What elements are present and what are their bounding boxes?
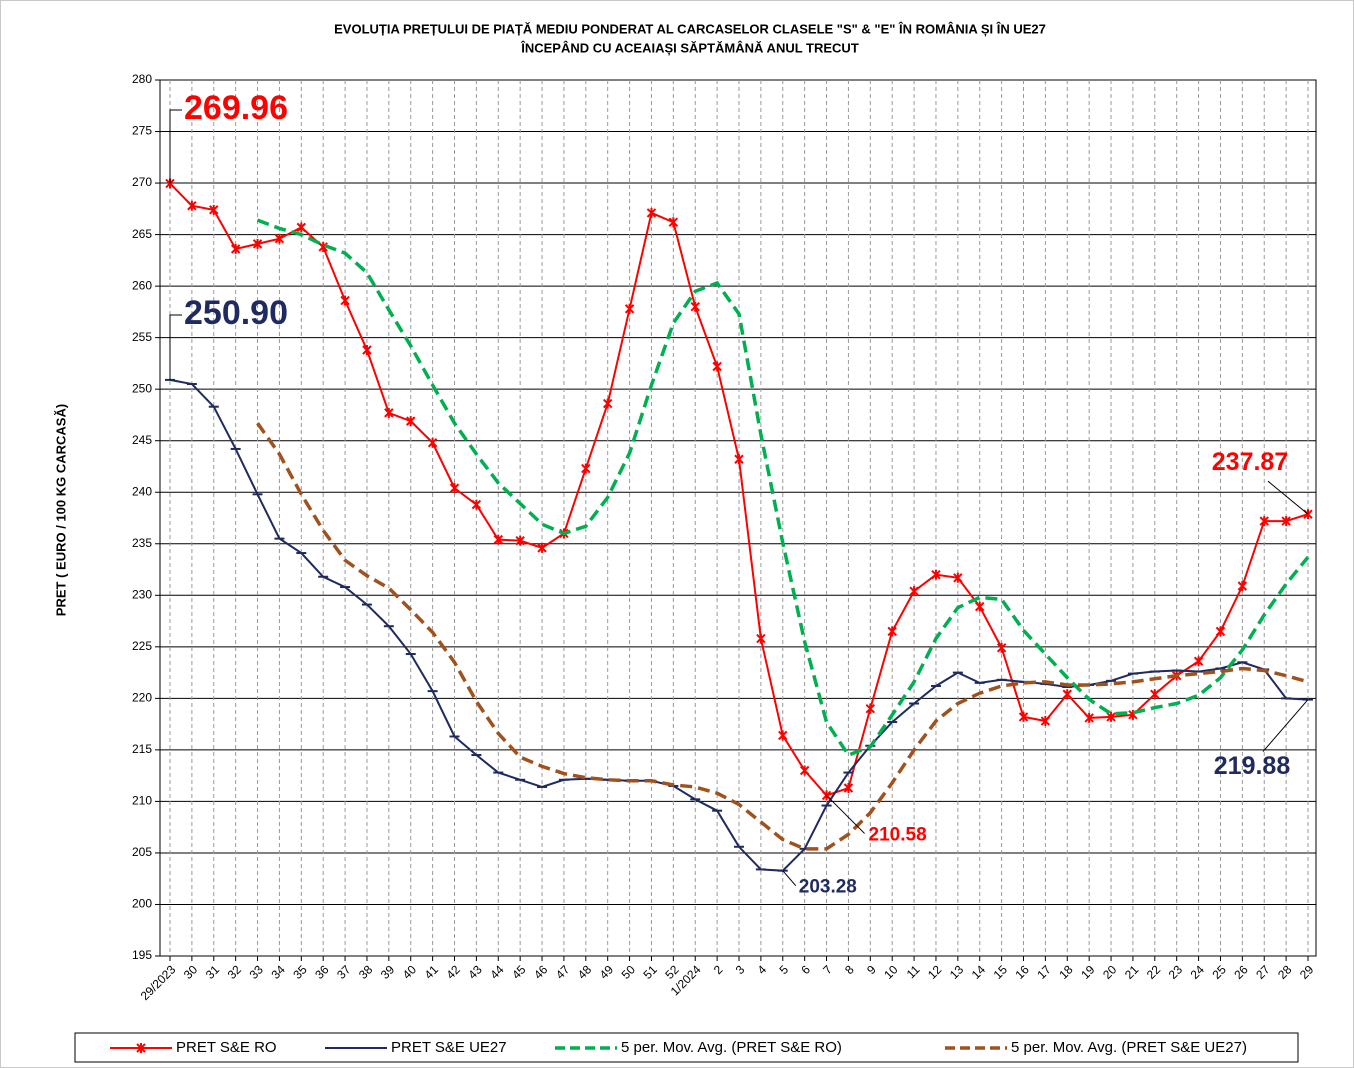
y-tick-label: 225 <box>132 639 152 653</box>
data-point <box>887 626 897 637</box>
label-leader <box>169 314 182 380</box>
data-point <box>1215 626 1226 637</box>
data-point <box>406 416 416 427</box>
y-tick-label: 275 <box>132 124 152 138</box>
chart-subtitle: ÎNCEPÂND CU ACEAIAȘI SĂPTĂMÂNĂ ANUL TREC… <box>520 40 859 55</box>
legend-marker <box>136 1043 146 1053</box>
data-point <box>909 586 919 597</box>
data-point <box>975 601 985 612</box>
data-point <box>1106 711 1116 722</box>
data-point <box>1193 656 1204 667</box>
legend-label: 5 per. Mov. Avg. (PRET S&E RO) <box>621 1039 842 1056</box>
data-point <box>690 301 700 312</box>
y-tick-label: 215 <box>132 742 152 756</box>
data-point <box>449 483 460 494</box>
data-point <box>1150 689 1160 700</box>
series-line <box>256 422 1309 851</box>
y-tick-label: 205 <box>132 845 152 859</box>
data-point <box>1040 716 1051 727</box>
data-point <box>624 303 635 314</box>
plot-area <box>159 79 1317 957</box>
data-point <box>1062 689 1072 700</box>
data-point <box>668 217 679 228</box>
data-point <box>1281 516 1291 527</box>
data-point <box>756 633 766 644</box>
label-leader <box>1267 480 1309 515</box>
y-tick-label: 230 <box>132 587 152 601</box>
label-leader <box>169 109 182 184</box>
legend-label: 5 per. Mov. Avg. (PRET S&E UE27) <box>1011 1039 1247 1056</box>
series-line <box>256 218 1310 758</box>
data-point <box>581 463 591 474</box>
data-point <box>843 783 854 794</box>
y-tick-label: 260 <box>132 278 152 292</box>
data-point <box>471 499 482 510</box>
data-point <box>953 572 963 583</box>
data-point <box>931 569 941 580</box>
y-tick-label: 270 <box>132 175 152 189</box>
data-point <box>362 345 372 356</box>
data-label: 269.96 <box>184 89 288 127</box>
y-tick-label: 195 <box>132 948 152 962</box>
data-point <box>1259 516 1269 527</box>
data-point <box>865 703 876 714</box>
data-point <box>296 222 307 233</box>
data-label: 250.90 <box>184 294 288 332</box>
y-tick-label: 235 <box>132 536 152 550</box>
data-point <box>340 295 350 306</box>
data-point <box>996 642 1007 653</box>
data-point <box>646 207 657 218</box>
data-point <box>515 535 525 546</box>
y-tick-label: 245 <box>132 433 152 447</box>
y-axis-label: PRET ( EURO / 100 KG CARCASĂ) <box>53 404 68 616</box>
data-point <box>384 407 394 418</box>
data-point <box>537 542 547 553</box>
y-tick-label: 210 <box>132 794 152 808</box>
data-point <box>187 200 197 211</box>
y-tick-label: 250 <box>132 381 152 395</box>
data-point <box>778 730 788 741</box>
y-tick-label: 255 <box>132 330 152 344</box>
legend-label: PRET S&E UE27 <box>391 1039 507 1056</box>
data-label: 203.28 <box>799 877 857 898</box>
data-point <box>734 454 744 465</box>
data-point <box>252 238 263 249</box>
data-label: 237.87 <box>1212 448 1288 476</box>
data-point <box>712 361 722 372</box>
y-tick-label: 280 <box>132 72 152 86</box>
data-label: 210.58 <box>869 824 927 845</box>
data-point <box>1018 711 1029 722</box>
data-point <box>209 204 219 215</box>
data-point <box>602 398 613 409</box>
y-tick-label: 220 <box>132 691 152 705</box>
legend-label: PRET S&E RO <box>176 1039 277 1056</box>
chart-title: EVOLUȚIA PREȚULUI DE PIAȚĂ MEDIU PONDERA… <box>334 21 1046 36</box>
y-tick-label: 240 <box>132 484 152 498</box>
data-point <box>1237 581 1248 592</box>
data-point <box>427 437 438 448</box>
data-point <box>493 534 503 545</box>
data-point <box>230 244 241 255</box>
legend-box <box>74 1032 1299 1063</box>
data-label: 219.88 <box>1214 752 1291 780</box>
data-point <box>1084 712 1094 723</box>
label-leader <box>782 870 797 886</box>
data-point <box>274 233 285 244</box>
label-leader <box>826 795 865 834</box>
y-tick-label: 200 <box>132 897 152 911</box>
data-point <box>799 765 810 776</box>
y-tick-label: 265 <box>132 227 152 241</box>
label-leader <box>1262 699 1309 752</box>
